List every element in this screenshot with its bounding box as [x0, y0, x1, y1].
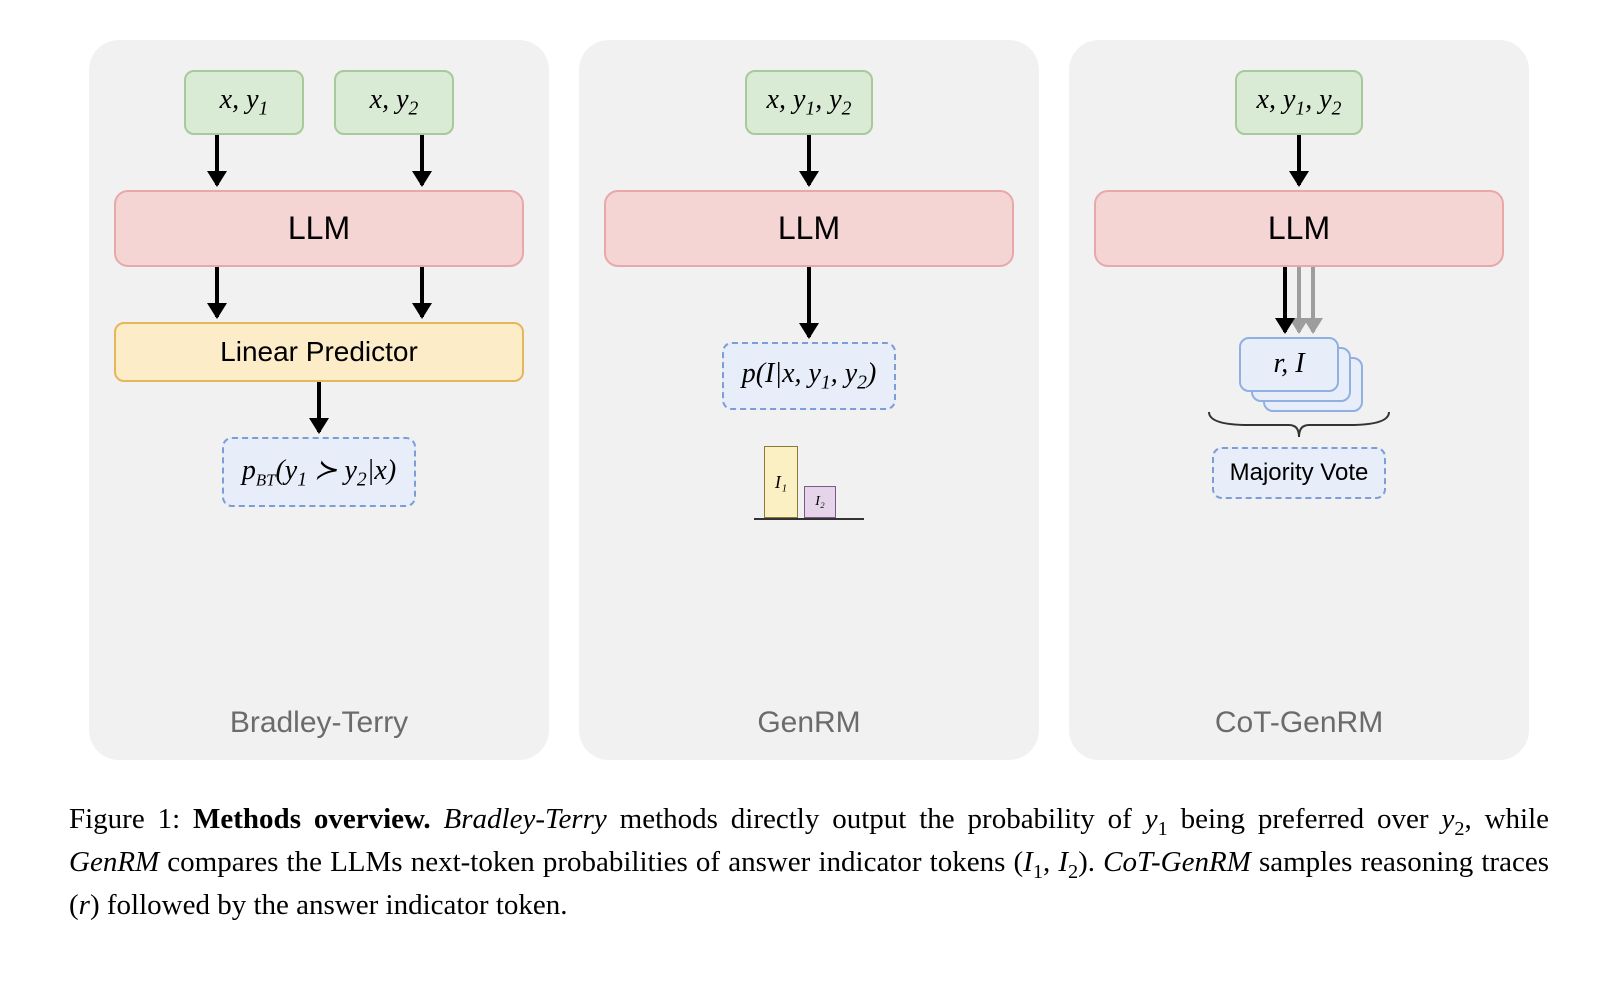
figure-container: x, y1 x, y2 LLM Linear Predictor pBT(y1 …: [59, 40, 1559, 926]
samples-stack: r, I: [1239, 337, 1359, 407]
cap-t5: compares the LLMs next-token probabiliti…: [159, 846, 1023, 878]
input-row-b: x, y1, y2: [604, 70, 1014, 135]
pbt-s1: 1: [297, 469, 307, 490]
pbt-bt: BT: [256, 470, 276, 489]
panel-a-title: Bradley-Terry: [230, 696, 408, 740]
input-box-xy1: x, y1: [184, 70, 304, 135]
ib-mid: , y: [815, 84, 841, 115]
pI-mid: , y: [831, 358, 857, 389]
arrow-icon: [215, 267, 219, 317]
input-row-c: x, y1, y2: [1094, 70, 1504, 135]
cap-t8: ) followed by the answer indicator token…: [90, 889, 568, 921]
arrow-icon: [215, 135, 219, 185]
arrows-b2: [807, 267, 811, 342]
input-xy1-sub: 1: [259, 99, 269, 120]
cap-t6: ).: [1078, 846, 1103, 878]
stack-label: r, I: [1239, 337, 1339, 392]
arrow-icon: [420, 267, 424, 317]
arrow-icon-gray: [1311, 267, 1315, 332]
pbt-p: p: [242, 455, 256, 486]
panel-genrm: x, y1, y2 LLM p(I|x, y1, y2) I₁I₂ GenRM: [579, 40, 1039, 760]
cap-bt: Bradley-Terry: [444, 803, 607, 835]
arrow-icon-gray: [1297, 267, 1301, 332]
ib-s2: 2: [842, 99, 852, 120]
llm-box-c: LLM: [1094, 190, 1504, 267]
arrows-a3: [114, 382, 524, 437]
cap-t4: , while: [1464, 803, 1549, 835]
llm-box-b: LLM: [604, 190, 1014, 267]
input-box-xy1y2-c: x, y1, y2: [1235, 70, 1364, 135]
input-box-xy1y2-b: x, y1, y2: [745, 70, 874, 135]
panel-cot-genrm: x, y1, y2 LLM r, I Majority Vote CoT-Gen…: [1069, 40, 1529, 760]
input-xy2-text: x, y: [370, 84, 409, 115]
ic-mid: , y: [1305, 84, 1331, 115]
arrows-a2: [114, 267, 524, 322]
arrow-icon: [807, 267, 811, 337]
panel-c-title: CoT-GenRM: [1215, 696, 1383, 740]
cap-fig: Figure 1:: [69, 803, 193, 835]
arrows-c1: [1297, 135, 1301, 190]
brace-icon: [1199, 407, 1399, 447]
ic-s1: 1: [1295, 99, 1305, 120]
pbt-s2: 2: [357, 469, 367, 490]
llm-box-a: LLM: [114, 190, 524, 267]
linear-predictor-box: Linear Predictor: [114, 322, 524, 382]
arrows-c2: [1249, 267, 1349, 337]
figure-caption: Figure 1: Methods overview. Bradley-Terr…: [59, 800, 1559, 926]
cap-cot: CoT-GenRM: [1103, 846, 1251, 878]
input-row-a: x, y1 x, y2: [114, 70, 524, 135]
output-pbt-box: pBT(y1 ≻ y2|x): [222, 437, 416, 508]
output-pI-box: p(I|x, y1, y2): [722, 342, 897, 411]
cap-comma: ,: [1043, 846, 1058, 878]
cap-t2: methods directly output the probability …: [607, 803, 1145, 835]
cap-title: Methods overview.: [193, 803, 431, 835]
panels-row: x, y1 x, y2 LLM Linear Predictor pBT(y1 …: [59, 40, 1559, 760]
arrows-b1: [807, 135, 811, 190]
arrows-a1: [114, 135, 524, 190]
cap-i2s: 2: [1068, 861, 1078, 883]
cap-gen: GenRM: [69, 846, 159, 878]
indicator-barchart: I₁I₂: [754, 430, 864, 520]
cap-i1: I: [1023, 846, 1033, 878]
arrow-icon: [807, 135, 811, 185]
panel-b-title: GenRM: [757, 696, 860, 740]
cap-t1: [431, 803, 444, 835]
cap-y1: y: [1145, 803, 1158, 835]
input-box-xy2: x, y2: [334, 70, 454, 135]
pI-s1: 1: [821, 372, 831, 393]
input-xy2-sub: 2: [409, 99, 419, 120]
pbt-end: |x): [367, 455, 396, 486]
ic-s2: 2: [1332, 99, 1342, 120]
bar-I₁: I₁: [764, 446, 798, 518]
pI-s2: 2: [857, 372, 867, 393]
cap-y1s: 1: [1158, 818, 1168, 840]
arrow-icon: [420, 135, 424, 185]
cap-y2s: 2: [1454, 818, 1464, 840]
bar-I₂: I₂: [804, 486, 836, 518]
cap-t3: being preferred over: [1168, 803, 1442, 835]
pbt-mid1: (y: [275, 455, 297, 486]
majority-vote-box: Majority Vote: [1212, 447, 1387, 499]
ib-s1: 1: [805, 99, 815, 120]
pbt-succ: ≻ y: [307, 455, 357, 486]
arrow-icon: [317, 382, 321, 432]
ic-t1: x, y: [1257, 84, 1296, 115]
panel-bradley-terry: x, y1 x, y2 LLM Linear Predictor pBT(y1 …: [89, 40, 549, 760]
cap-y2: y: [1441, 803, 1454, 835]
arrow-icon: [1283, 267, 1287, 332]
cap-i1s: 1: [1033, 861, 1043, 883]
pI-t1: p(I|x, y: [742, 358, 821, 389]
cap-r: r: [79, 889, 90, 921]
arrow-icon: [1297, 135, 1301, 185]
pI-end: ): [867, 358, 876, 389]
ib-t1: x, y: [767, 84, 806, 115]
cap-i2: I: [1058, 846, 1068, 878]
input-xy1-text: x, y: [220, 84, 259, 115]
